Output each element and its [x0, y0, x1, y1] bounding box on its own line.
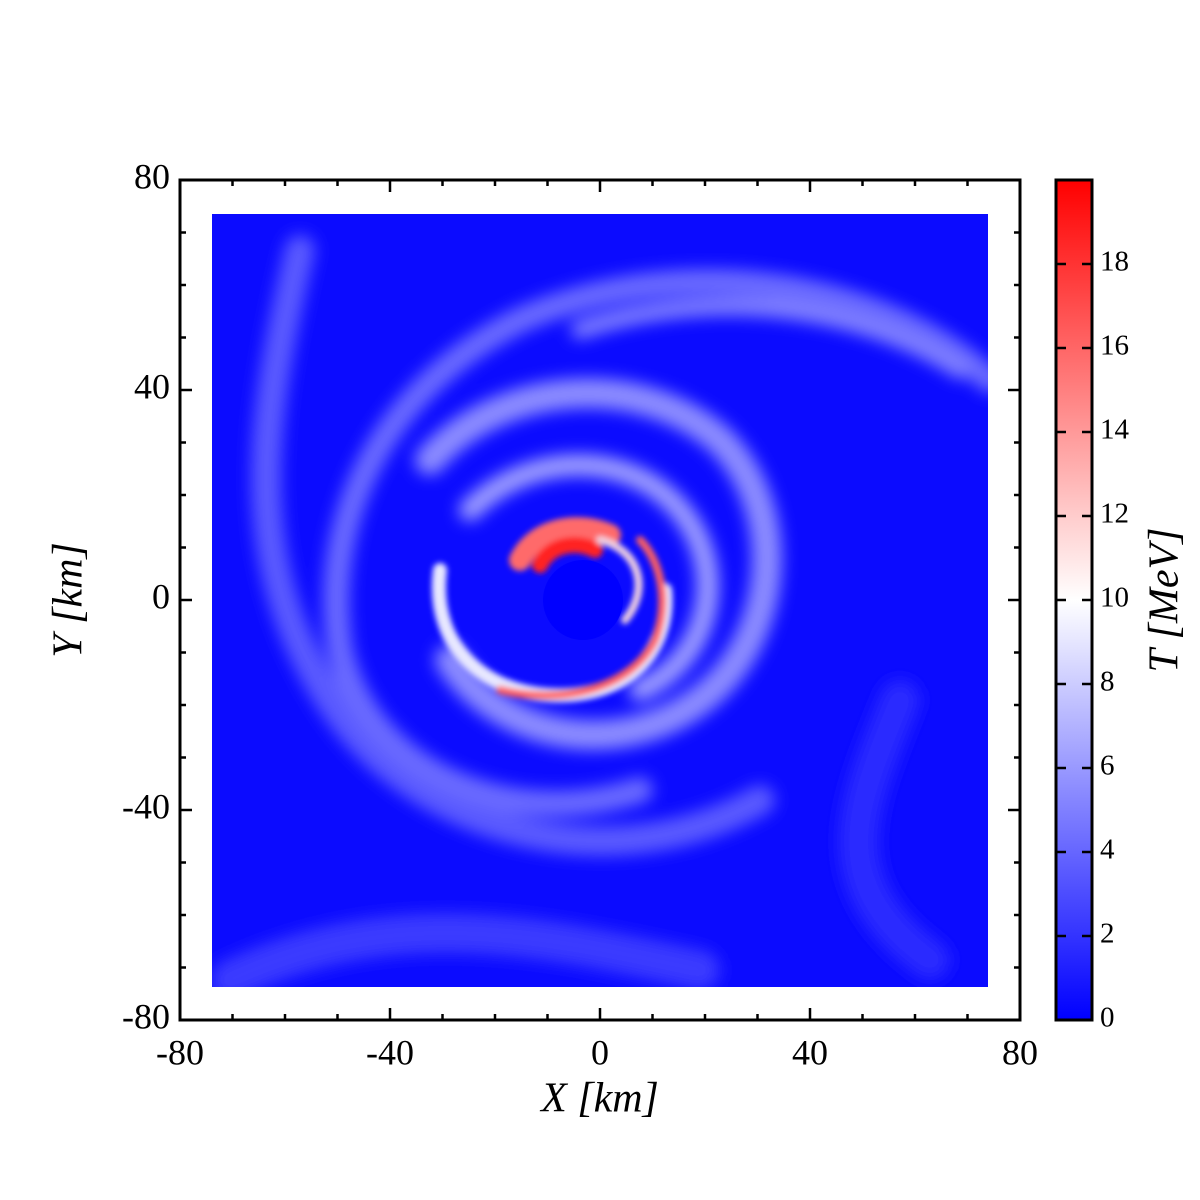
- y-tick-label: 80: [134, 156, 170, 196]
- colorbar-tick-label: 2: [1100, 918, 1115, 950]
- y-tick-label: -40: [122, 786, 170, 826]
- y-tick-label: -80: [122, 996, 170, 1036]
- x-tick-label: -80: [156, 1032, 204, 1072]
- y-axis-label: Y [km]: [46, 542, 92, 658]
- y-tick-label: 0: [152, 576, 170, 616]
- colorbar-tick-label: 4: [1100, 834, 1115, 866]
- colorbar-tick-label: 0: [1100, 1002, 1115, 1034]
- colorbar-label: T [MeV]: [1142, 527, 1188, 672]
- x-tick-label: 80: [1002, 1032, 1038, 1072]
- colorbar-tick-label: 12: [1100, 498, 1129, 530]
- colorbar-tick-label: 8: [1100, 666, 1115, 698]
- x-tick-label: 40: [792, 1032, 828, 1072]
- colorbar-tick-label: 14: [1100, 414, 1130, 446]
- colorbar-tick-label: 10: [1100, 582, 1129, 614]
- x-axis-label: X [km]: [539, 1076, 659, 1122]
- temperature-field: [212, 214, 988, 987]
- x-tick-label: -40: [366, 1032, 414, 1072]
- colorbar-tick-label: 6: [1100, 750, 1115, 782]
- colorbar-tick-label: 18: [1100, 246, 1129, 278]
- y-tick-label: 40: [134, 366, 170, 406]
- colorbar-tick-label: 16: [1100, 330, 1129, 362]
- x-tick-label: 0: [591, 1032, 609, 1072]
